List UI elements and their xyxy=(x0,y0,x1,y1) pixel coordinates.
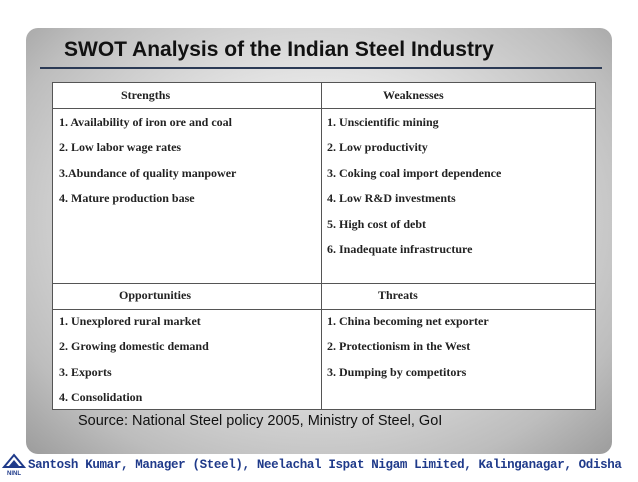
list-item: 4. Consolidation xyxy=(59,390,143,405)
list-item: 1. Unscientific mining xyxy=(327,115,439,129)
slide-title: SWOT Analysis of the Indian Steel Indust… xyxy=(64,38,494,61)
threats-heading: Threats xyxy=(378,288,418,302)
source-citation: Source: National Steel policy 2005, Mini… xyxy=(78,413,443,429)
header-divider-top xyxy=(53,108,595,109)
list-item: 3. Coking coal import dependence xyxy=(327,165,502,180)
weaknesses-heading: Weaknesses xyxy=(383,88,444,102)
strengths-list: 1. Availability of iron ore and coal 2. … xyxy=(53,110,321,212)
list-item: 6. Inadequate infrastructure xyxy=(327,241,473,256)
list-item: 1. Unexplored rural market xyxy=(59,314,201,328)
list-item: 5. High cost of debt xyxy=(327,216,426,231)
logo-label: NINL xyxy=(7,471,21,477)
list-item: 2. Growing domestic demand xyxy=(59,339,209,354)
list-item: 1. China becoming net exporter xyxy=(327,314,489,328)
opportunities-list: 1. Unexplored rural market 2. Growing do… xyxy=(53,309,321,411)
list-item: 3. Exports xyxy=(59,364,112,379)
opportunities-heading: Opportunities xyxy=(119,288,192,302)
list-item: 2. Low labor wage rates xyxy=(59,140,182,155)
list-item: 3. Dumping by competitors xyxy=(327,364,467,379)
list-item: 4. Low R&D investments xyxy=(327,191,456,206)
weaknesses-quadrant: Weaknesses 1. Unscientific mining 2. Low… xyxy=(321,83,597,262)
list-item: 2. Low productivity xyxy=(327,140,428,155)
quadrant-divider xyxy=(53,283,595,284)
ninl-logo-icon: NINL xyxy=(1,453,27,477)
opportunities-quadrant: Opportunities 1. Unexplored rural market… xyxy=(53,283,321,411)
threats-list: 1. China becoming net exporter 2. Protec… xyxy=(321,309,597,385)
list-item: 4. Mature production base xyxy=(59,191,195,206)
column-divider xyxy=(321,83,322,409)
weaknesses-list: 1. Unscientific mining 2. Low productivi… xyxy=(321,110,597,262)
list-item: 2. Protectionism in the West xyxy=(327,339,471,354)
threats-quadrant: Threats 1. China becoming net exporter 2… xyxy=(321,283,597,385)
title-underline xyxy=(40,67,602,69)
footer-credit: Santosh Kumar, Manager (Steel), Neelacha… xyxy=(28,458,622,472)
header-divider-bottom xyxy=(53,309,595,310)
swot-table: Strengths 1. Availability of iron ore an… xyxy=(52,82,596,410)
strengths-heading: Strengths xyxy=(121,88,171,102)
list-item: 3.Abundance of quality manpower xyxy=(59,165,237,180)
strengths-quadrant: Strengths 1. Availability of iron ore an… xyxy=(53,83,321,212)
list-item: 1. Availability of iron ore and coal xyxy=(59,115,233,129)
